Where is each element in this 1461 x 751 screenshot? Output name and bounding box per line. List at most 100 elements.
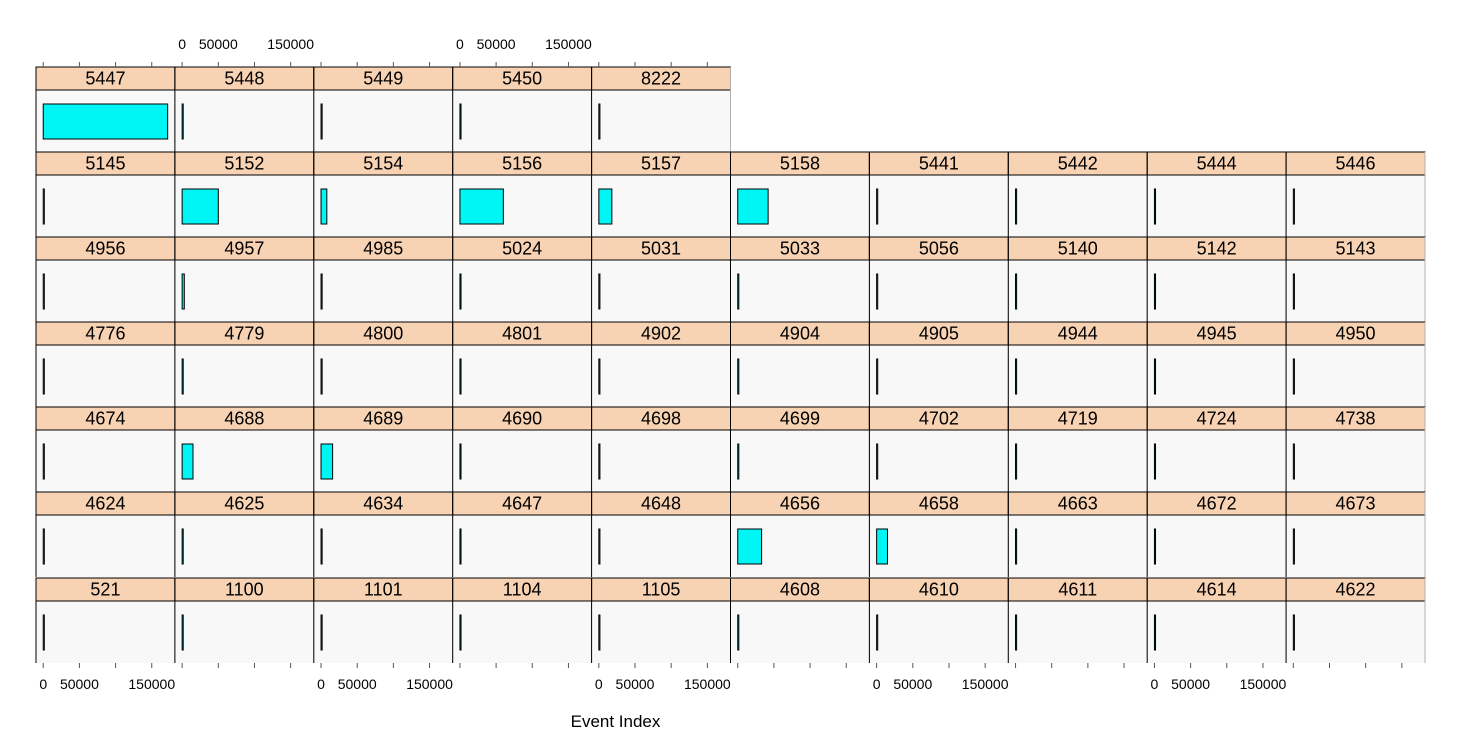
panel-label: 5441 (919, 154, 959, 174)
bar (42, 358, 45, 395)
panel-label: 4658 (919, 494, 959, 514)
bar (876, 358, 879, 395)
bar (42, 528, 45, 565)
panel-label: 5152 (224, 154, 264, 174)
bar (737, 443, 740, 480)
x-tick-label: 50000 (60, 676, 99, 692)
bar (876, 188, 879, 225)
bar (1292, 443, 1295, 480)
bar (42, 188, 45, 225)
panel-label: 5449 (363, 69, 403, 89)
bar (181, 358, 184, 395)
bar (737, 273, 740, 310)
panel-label: 4624 (85, 494, 125, 514)
bar (320, 358, 323, 395)
bar (320, 273, 323, 310)
x-tick-label: 150000 (1240, 676, 1287, 692)
panel-label: 4699 (780, 409, 820, 429)
bar (181, 528, 184, 565)
x-tick-label: 150000 (962, 676, 1009, 692)
x-tick-label: 0 (1151, 676, 1159, 692)
bar (737, 528, 763, 565)
panel-label: 4904 (780, 324, 820, 344)
bar (1292, 614, 1295, 651)
bar (459, 528, 462, 565)
bar (42, 443, 45, 480)
bar (320, 188, 328, 225)
bar (1153, 188, 1157, 225)
panel-label: 4945 (1197, 324, 1237, 344)
panel-label: 4689 (363, 409, 403, 429)
panel-label: 4648 (641, 494, 681, 514)
panel-label: 521 (90, 580, 120, 600)
panel-label: 4673 (1336, 494, 1376, 514)
panel-label: 1100 (225, 580, 264, 600)
bar (1292, 528, 1295, 565)
bar (598, 358, 601, 395)
panel-label: 4776 (85, 324, 125, 344)
panel-label: 5156 (502, 154, 542, 174)
panel-label: 5442 (1058, 154, 1098, 174)
bar (598, 614, 601, 651)
x-tick-label: 50000 (1171, 676, 1210, 692)
bar (181, 273, 185, 310)
bar (876, 614, 879, 651)
panel-label: 4688 (224, 409, 264, 429)
bar (42, 614, 45, 651)
x-tick-label: 150000 (267, 36, 314, 52)
panel-label: 5157 (641, 154, 681, 174)
panel-label: 5447 (85, 69, 125, 89)
bar (1153, 528, 1157, 565)
bar (181, 614, 184, 651)
panel-label: 4944 (1058, 324, 1098, 344)
x-tick-label: 0 (317, 676, 325, 692)
bar (42, 103, 169, 140)
panel-label: 1101 (364, 580, 403, 600)
bar (459, 103, 462, 140)
bar (1015, 614, 1018, 651)
x-tick-label: 50000 (893, 676, 932, 692)
bar (598, 528, 601, 565)
x-tick-label: 150000 (406, 676, 453, 692)
bar (1015, 188, 1018, 225)
panel-label: 4957 (224, 239, 264, 259)
panel-label: 5143 (1336, 239, 1376, 259)
bar (1015, 358, 1018, 395)
x-tick-label: 50000 (477, 36, 516, 52)
panel-label: 4656 (780, 494, 820, 514)
panel-label: 4672 (1197, 494, 1237, 514)
panel-label: 4800 (363, 324, 403, 344)
bar (1153, 358, 1157, 395)
bar (1015, 443, 1018, 480)
panel-label: 5446 (1336, 154, 1376, 174)
panel-label: 5444 (1197, 154, 1237, 174)
bar (876, 273, 879, 310)
x-axis-title: Event Index (571, 712, 661, 731)
bar (181, 443, 194, 480)
panel-label: 4698 (641, 409, 681, 429)
panel-label: 4614 (1197, 580, 1237, 600)
x-tick-label: 0 (873, 676, 881, 692)
panel-label: 4634 (363, 494, 403, 514)
bar (320, 103, 323, 140)
panel-label: 4950 (1336, 324, 1376, 344)
panel-label: 1104 (503, 580, 542, 600)
bar (42, 273, 45, 310)
x-tick-label: 50000 (616, 676, 655, 692)
panel-label: 4608 (780, 580, 820, 600)
bar (876, 443, 879, 480)
x-tick-label: 150000 (684, 676, 731, 692)
bar (1292, 273, 1295, 310)
panel-label: 5450 (502, 69, 542, 89)
bar (598, 273, 601, 310)
panel-label: 5024 (502, 239, 542, 259)
bar (459, 188, 504, 225)
bar (598, 188, 613, 225)
bar (876, 528, 888, 565)
panel-label: 4719 (1058, 409, 1098, 429)
panel-label: 5158 (780, 154, 820, 174)
panel-label: 4779 (224, 324, 264, 344)
panel-label: 5145 (85, 154, 125, 174)
x-tick-label: 150000 (545, 36, 592, 52)
